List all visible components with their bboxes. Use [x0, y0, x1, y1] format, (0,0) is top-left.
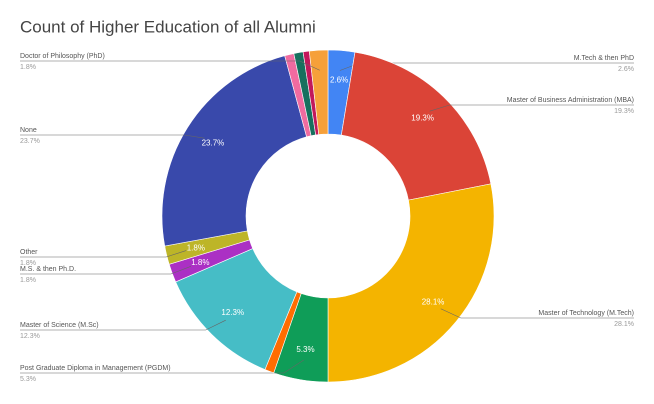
slice-label: 5.3% [296, 345, 314, 354]
callout-value: 12.3% [20, 333, 40, 340]
slice-label: 28.1% [422, 297, 445, 306]
slice-label: 19.3% [411, 113, 434, 122]
slice [327, 183, 495, 383]
callout-value: 2.6% [618, 66, 634, 73]
slice [308, 49, 329, 135]
slice-label: 1.8% [191, 258, 209, 267]
slice [340, 51, 492, 201]
callout-name: Master of Science (M.Sc) [20, 322, 99, 329]
callout-value: 28.1% [614, 321, 634, 328]
callout-name: Master of Technology (M.Tech) [538, 310, 634, 317]
slice-label: 1.8% [187, 243, 205, 252]
callout-name: Other [20, 249, 38, 256]
callout-value: 1.8% [20, 277, 36, 284]
leader-line [20, 250, 187, 258]
slice [161, 55, 307, 247]
slice-label: 23.7% [202, 139, 225, 148]
leader-line [20, 359, 304, 374]
leader-line [20, 134, 205, 139]
callout-value: 1.8% [20, 64, 36, 71]
callout-value: 5.3% [20, 376, 36, 383]
callout-name: Post Graduate Diploma in Management (PGD… [20, 365, 171, 372]
callout-value: 1.8% [20, 260, 36, 267]
slice-label: 2.6% [330, 76, 348, 85]
chart-title: Count of Higher Education of all Alumni [20, 17, 316, 36]
callout-name: Master of Business Administration (MBA) [507, 97, 634, 104]
leader-line [20, 60, 320, 71]
leader-line [20, 319, 226, 331]
callout-value: 19.3% [614, 108, 634, 115]
slice-label: 12.3% [221, 308, 244, 317]
callout-name: None [20, 127, 37, 134]
leader-line [429, 104, 634, 112]
callout-name: M.S. & then Ph.D. [20, 266, 76, 273]
leader-line [20, 266, 192, 275]
callout-name: M.Tech & then PhD [574, 55, 634, 62]
leader-line [440, 308, 634, 319]
callout-name: Doctor of Philosophy (PhD) [20, 53, 105, 60]
callout-value: 23.7% [20, 138, 40, 145]
